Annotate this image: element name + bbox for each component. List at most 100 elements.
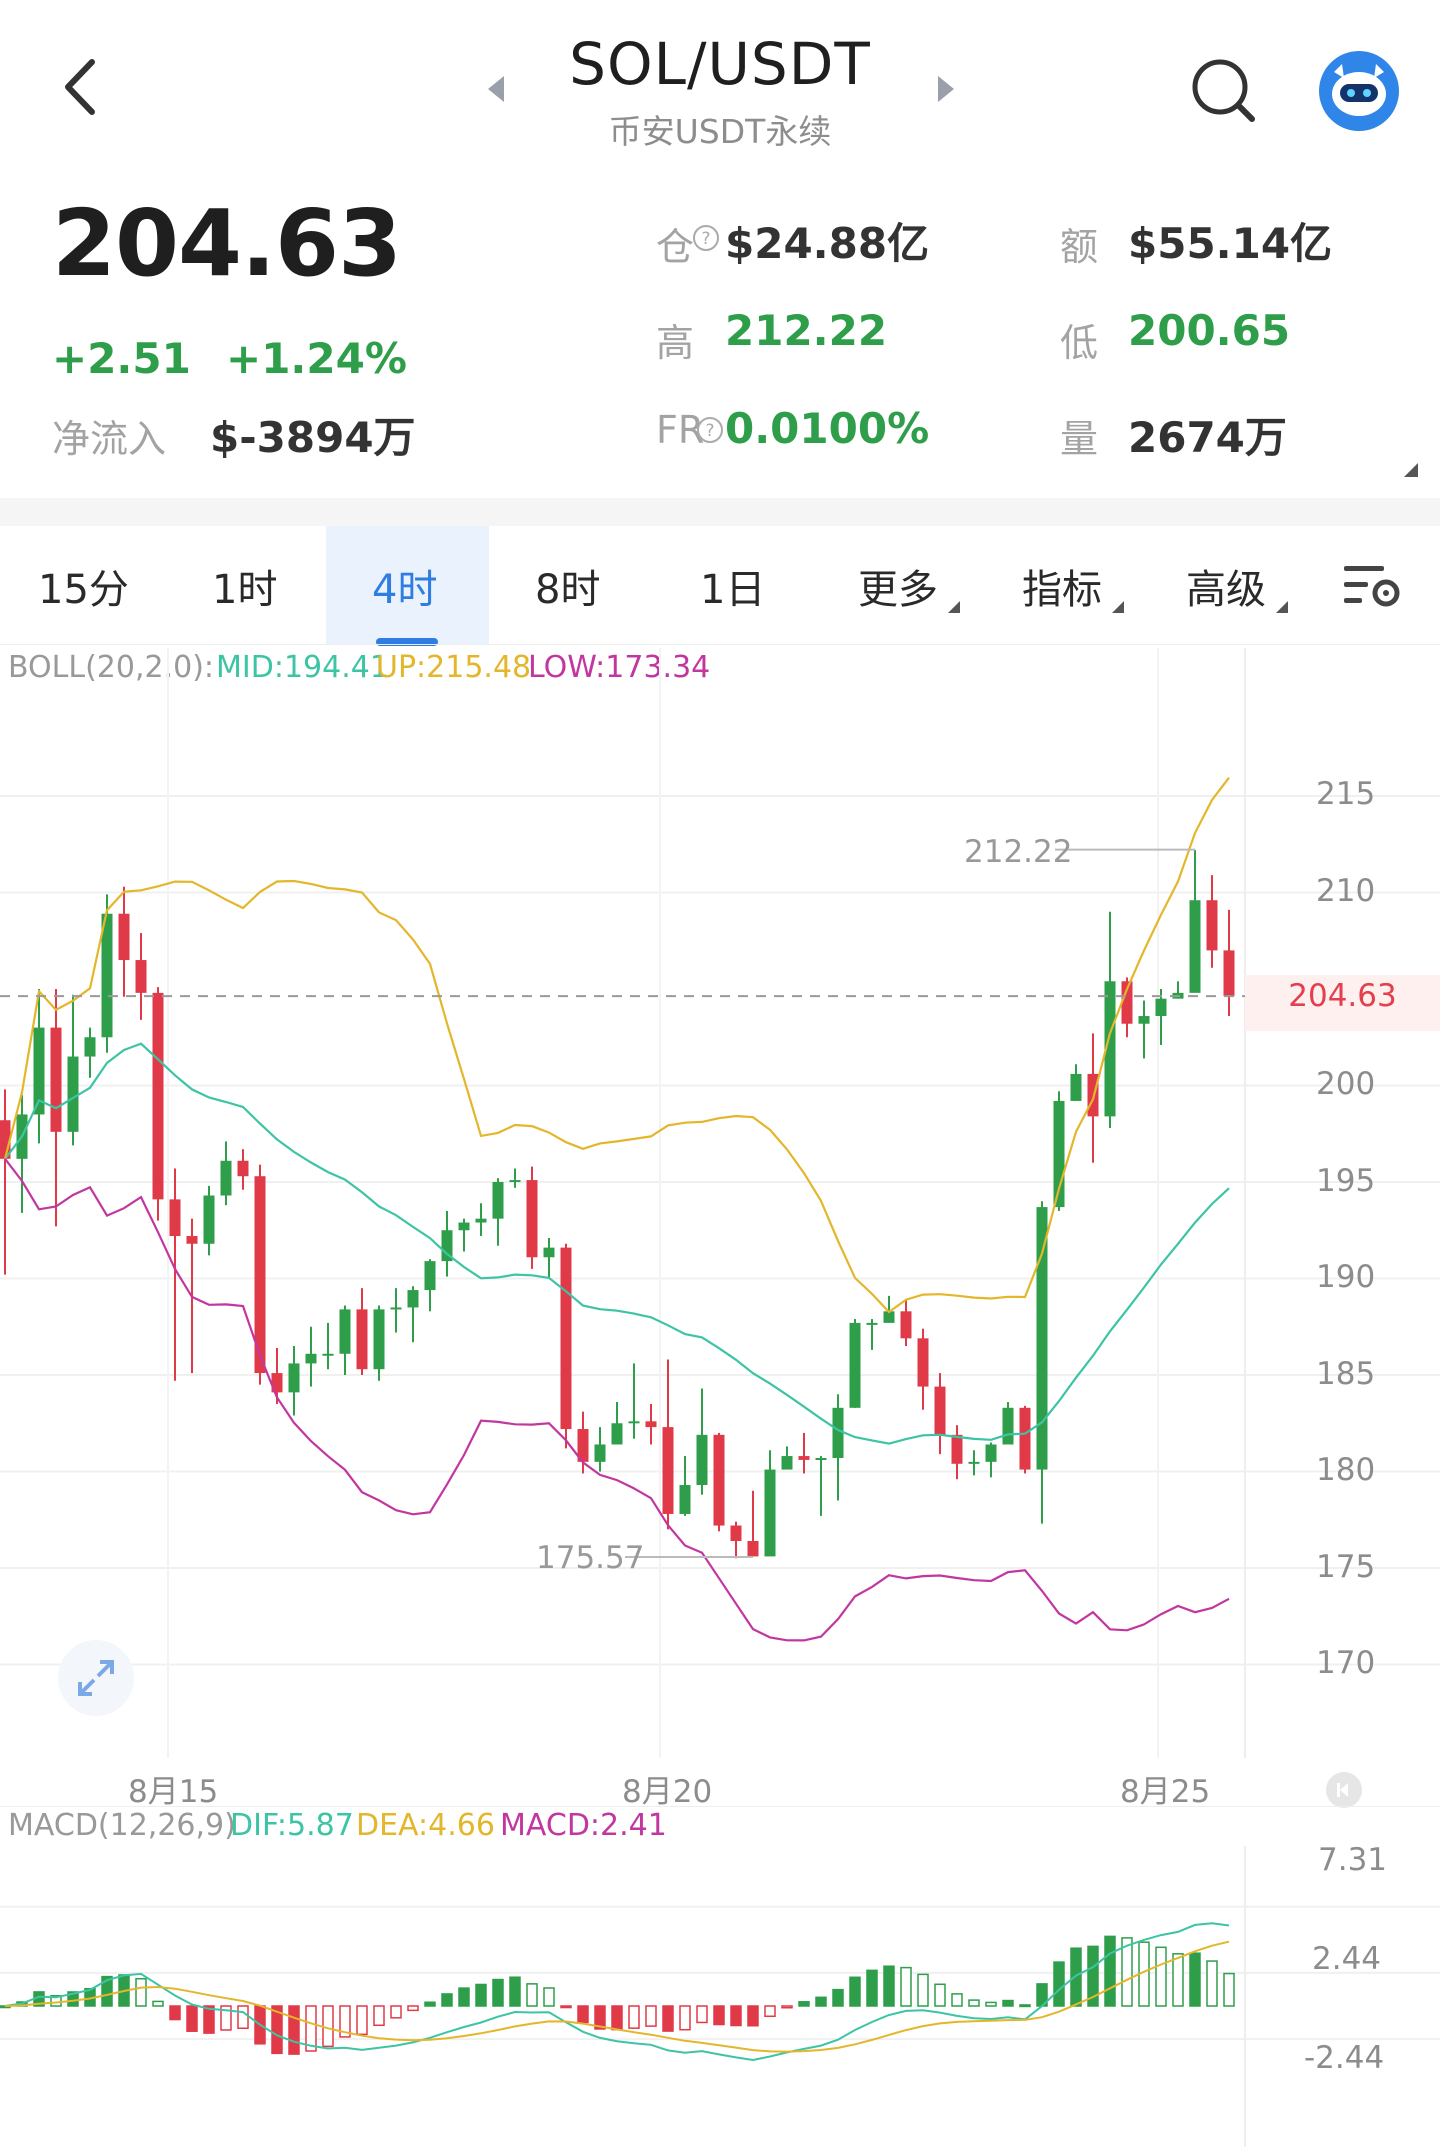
tab-8h[interactable]: 8时 <box>535 567 601 613</box>
candle <box>1002 1407 1014 1445</box>
macd-bar <box>1121 1937 1133 2007</box>
current-price-tag: 204.63 <box>1288 978 1397 1014</box>
macd-bar <box>475 1983 487 2007</box>
macd-bar <box>288 2005 300 2055</box>
candle <box>985 1444 997 1462</box>
candle <box>849 1322 861 1408</box>
macd-bar <box>645 2005 657 2027</box>
netflow-label: 净流入 <box>52 417 167 461</box>
macd-bar <box>1206 1960 1218 2007</box>
macd-bar <box>1223 1972 1235 2007</box>
info-icon[interactable]: ? <box>696 416 724 444</box>
price-change: +2.51 <box>52 334 191 383</box>
caret-left-icon <box>488 76 504 102</box>
candlestick-chart[interactable] <box>0 648 1440 1758</box>
scroll-to-latest-button[interactable] <box>1326 1772 1362 1808</box>
section-separator <box>0 498 1440 526</box>
macd-chart[interactable] <box>0 1846 1440 2147</box>
macd-bar <box>458 1987 470 2007</box>
low-marker-label: 175.57 <box>536 1540 645 1576</box>
macd-bar <box>271 2005 283 2055</box>
candle <box>611 1423 623 1445</box>
macd-bar <box>662 2005 674 2032</box>
candle <box>339 1309 351 1354</box>
price-axis-label: 190 <box>1316 1259 1376 1295</box>
candle <box>679 1485 691 1514</box>
macd-bar <box>594 2005 606 2030</box>
svg-text:?: ? <box>701 229 710 249</box>
macd-bar <box>611 2005 623 2031</box>
candle <box>883 1311 895 1323</box>
macd-bar <box>577 2005 589 2024</box>
high-marker-label: 212.22 <box>964 834 1073 870</box>
macd-bar <box>322 2005 334 2048</box>
macd-bar <box>781 2005 793 2009</box>
expand-stats-corner-icon[interactable] <box>1404 462 1418 477</box>
prev-symbol-button[interactable] <box>484 72 508 106</box>
macd-bar <box>764 2005 776 2018</box>
tab-1d[interactable]: 1日 <box>700 567 766 613</box>
boll-upper-line <box>3 777 1230 1314</box>
current-price-tag-bg <box>1245 975 1440 1031</box>
candle <box>50 1027 62 1132</box>
avatar-button[interactable] <box>1318 50 1400 132</box>
macd-bar <box>169 2005 181 2021</box>
tab-15m[interactable]: 15分 <box>38 567 129 613</box>
macd-dea: DEA:4.66 <box>356 1808 495 1843</box>
candle <box>543 1247 555 1258</box>
candle <box>288 1363 300 1393</box>
macd-bar <box>747 2005 759 2027</box>
candle <box>560 1247 572 1430</box>
candle <box>577 1429 589 1462</box>
candle <box>764 1469 776 1557</box>
macd-bar <box>560 2005 572 2009</box>
candle <box>968 1461 980 1464</box>
macd-bar <box>866 1969 878 2007</box>
boll-mid: MID:194.41 <box>216 650 389 685</box>
candle <box>696 1434 708 1486</box>
next-symbol-button[interactable] <box>934 72 958 106</box>
price-axis-label: 200 <box>1316 1066 1376 1102</box>
candle <box>1206 900 1218 951</box>
candle <box>67 1056 79 1132</box>
candle <box>1104 981 1116 1117</box>
candle <box>1053 1100 1065 1208</box>
symbol-title[interactable]: SOL/USDT <box>569 30 871 98</box>
macd-bar <box>1155 1946 1167 2007</box>
candle <box>475 1218 487 1223</box>
macd-bar <box>50 1994 62 2007</box>
tab-1h[interactable]: 1时 <box>212 567 278 613</box>
macd-bar <box>237 2005 249 2030</box>
macd-bar <box>1172 1953 1184 2007</box>
tab-more[interactable]: 更多 <box>858 567 938 613</box>
macd-bar <box>1189 1952 1201 2007</box>
candle <box>441 1230 453 1262</box>
macd-bar <box>628 2005 640 2029</box>
macd-bar <box>679 2005 691 2031</box>
candle <box>781 1456 793 1470</box>
macd-bar <box>815 1996 827 2007</box>
candle <box>458 1222 470 1231</box>
candle <box>186 1236 198 1244</box>
candle <box>509 1180 521 1183</box>
macd-bar <box>730 2005 742 2027</box>
boll-legend-label: BOLL(20,2.0): <box>8 650 215 685</box>
dropdown-corner-icon <box>1112 598 1124 617</box>
candle <box>220 1160 232 1196</box>
date-axis-label: 8月25 <box>1120 1774 1211 1810</box>
candle <box>832 1407 844 1458</box>
candle <box>730 1525 742 1541</box>
tab-4h[interactable]: 4时 <box>372 567 438 613</box>
chart-settings-button[interactable] <box>1342 560 1404 612</box>
tab-indicators[interactable]: 指标 <box>1022 567 1102 613</box>
boll-low: LOW:173.34 <box>528 650 711 685</box>
back-button[interactable] <box>52 52 112 122</box>
price-axis-label: 170 <box>1316 1645 1376 1681</box>
amount-value: $55.14亿 <box>1128 219 1333 268</box>
fullscreen-button[interactable] <box>58 1640 134 1716</box>
robot-avatar-icon <box>1319 51 1399 131</box>
tab-advanced[interactable]: 高级 <box>1186 567 1266 613</box>
candle <box>951 1434 963 1464</box>
search-button[interactable] <box>1188 55 1260 127</box>
info-icon[interactable]: ? <box>692 224 720 252</box>
